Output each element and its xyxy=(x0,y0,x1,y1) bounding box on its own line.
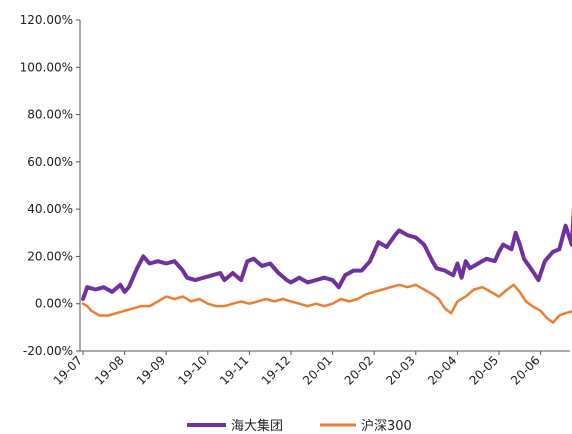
y-tick-label: 0.00% xyxy=(35,297,73,311)
x-tick-label: 20-04 xyxy=(425,353,460,388)
y-tick-label: 100.00% xyxy=(20,60,73,74)
y-tick-label: 80.00% xyxy=(27,108,73,122)
y-axis: -20.00% 0.00% 20.00% 40.00% 60.00% 80.00% 100.… xyxy=(20,13,81,358)
y-tick-label: 120.00% xyxy=(20,13,73,27)
x-tick-label: 20-05 xyxy=(467,353,502,388)
series-line-1 xyxy=(81,208,572,301)
series-layer xyxy=(81,208,572,324)
y-tick-label: 20.00% xyxy=(27,249,73,263)
x-tick-label: 20-03 xyxy=(383,353,418,388)
x-tick-label: 19-08 xyxy=(92,353,127,388)
x-tick-label: 20-06 xyxy=(508,353,543,388)
y-tick-label: 60.00% xyxy=(27,155,73,169)
x-tick-label: 19-07 xyxy=(51,353,86,388)
x-tick-label: 19-11 xyxy=(217,353,252,388)
y-tick-label: -20.00% xyxy=(23,344,73,358)
legend-label-1: 海大集团 xyxy=(231,418,283,434)
x-tick-label: 19-09 xyxy=(134,353,169,388)
x-tick-label: 20-01 xyxy=(300,353,335,388)
legend-label-2: 沪深300 xyxy=(361,418,412,434)
x-tick-label: 19-12 xyxy=(259,353,294,388)
x-tick-label: 20-02 xyxy=(342,353,377,388)
y-tick-label: 40.00% xyxy=(27,202,73,216)
series-line-2 xyxy=(81,283,572,324)
x-tick-label: 19-10 xyxy=(175,353,210,388)
x-axis: 19-07 19-08 19-09 19-10 19-11 19-12 20-01 20-02… xyxy=(51,350,570,388)
legend: 海大集团 沪深300 xyxy=(187,418,412,434)
